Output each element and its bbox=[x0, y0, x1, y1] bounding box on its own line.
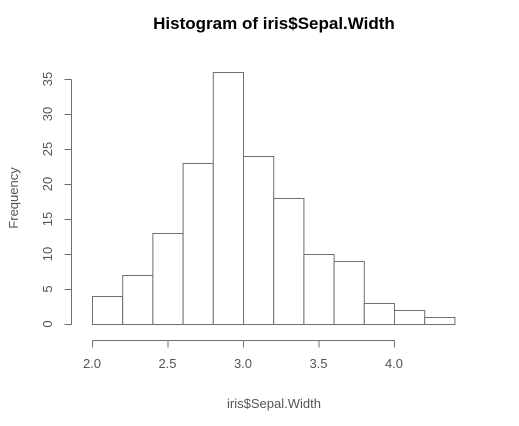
y-tick-label: 15 bbox=[40, 212, 55, 226]
histogram-bars bbox=[92, 72, 456, 325]
x-tick-label: 3.0 bbox=[234, 356, 252, 371]
x-tick-label: 2.5 bbox=[158, 356, 176, 371]
x-tick-label: 4.0 bbox=[385, 356, 403, 371]
y-axis: 0 5 10 15 20 25 30 35 bbox=[40, 72, 72, 328]
chart-title: Histogram of iris$Sepal.Width bbox=[153, 14, 395, 33]
y-tick-label: 35 bbox=[40, 72, 55, 86]
y-tick-label: 5 bbox=[40, 285, 55, 292]
histogram-bar bbox=[333, 261, 365, 325]
x-axis-label: iris$Sepal.Width bbox=[227, 396, 321, 411]
histogram-bar bbox=[303, 254, 335, 325]
y-tick-label: 0 bbox=[40, 320, 55, 327]
y-tick-label: 25 bbox=[40, 142, 55, 156]
y-tick-label: 20 bbox=[40, 177, 55, 191]
histogram-bar bbox=[92, 296, 124, 325]
histogram-bar bbox=[122, 275, 154, 325]
y-tick-label: 10 bbox=[40, 247, 55, 261]
histogram-bar bbox=[424, 317, 456, 325]
histogram-bar bbox=[152, 233, 184, 325]
x-tick-label: 2.0 bbox=[83, 356, 101, 371]
y-axis-label: Frequency bbox=[6, 167, 21, 229]
histogram-bar bbox=[273, 198, 305, 325]
histogram-bar bbox=[182, 163, 214, 325]
histogram-bar bbox=[394, 310, 426, 325]
y-tick-label: 30 bbox=[40, 107, 55, 121]
histogram-bar bbox=[363, 303, 395, 325]
x-axis: 2.0 2.5 3.0 3.5 4.0 bbox=[83, 340, 403, 371]
histogram-bar bbox=[212, 72, 245, 325]
x-tick-label: 3.5 bbox=[309, 356, 327, 371]
histogram-bar bbox=[243, 156, 275, 325]
